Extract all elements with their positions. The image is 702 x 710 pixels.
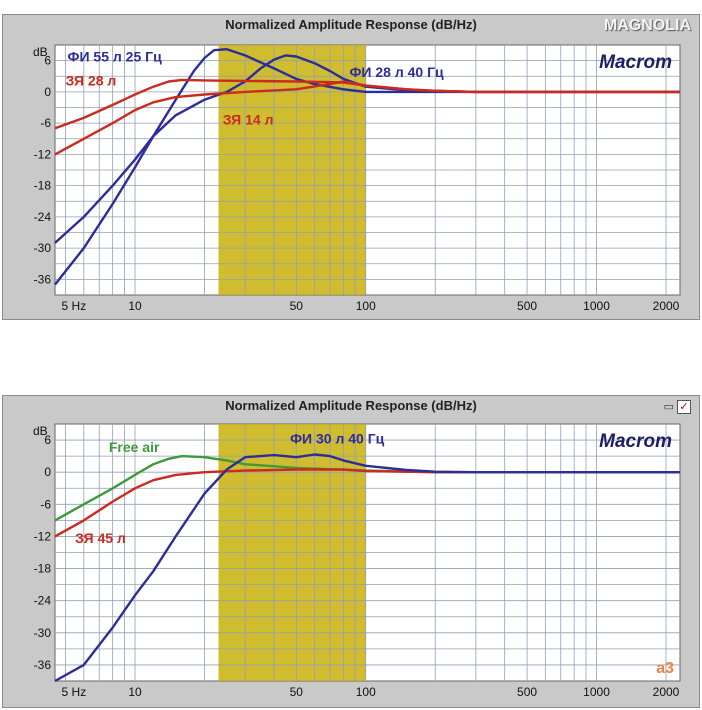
x-tick-label: 2000 — [653, 685, 680, 699]
y-tick-label: -6 — [40, 497, 51, 511]
y-tick-label: -36 — [34, 658, 52, 672]
x-tick-label: 50 — [290, 299, 304, 313]
corner-mark: a3 — [656, 660, 674, 677]
series-line — [54, 453, 680, 683]
chart-panel-bottom: Normalized Amplitude Response (dB/Hz) ▭ … — [2, 395, 700, 708]
y-tick-label: -18 — [34, 562, 52, 576]
magnolia-logo: MAGNOLIA — [603, 17, 691, 34]
x-tick-label: 1000 — [583, 299, 610, 313]
y-tick-label: 6 — [44, 54, 51, 68]
x-tick-label: 1000 — [583, 685, 610, 699]
y-tick-label: -30 — [34, 241, 52, 255]
chart-plot-bottom: dB6 0 -6 -12 -18 -24 -30 -36 5 Hz 10 50 100 500 1000 2… — [33, 423, 681, 699]
series-label: ФИ 30 л 40 Гц — [290, 430, 385, 446]
y-tick-label: -36 — [34, 272, 52, 286]
x-tick-label: 100 — [356, 685, 376, 699]
x-tick-label: 2000 — [653, 299, 680, 313]
chart-panel-top: Normalized Amplitude Response (dB/Hz) MA… — [2, 14, 700, 320]
y-tick-label: -6 — [40, 116, 51, 130]
series-label: ФИ 55 л 25 Гц — [68, 49, 163, 65]
x-tick-label: 10 — [128, 685, 142, 699]
window-control-icons[interactable]: ▭ ✓ — [664, 400, 691, 414]
brand-label: Macrom — [599, 52, 672, 73]
y-tick-label: 0 — [44, 465, 51, 479]
y-tick-label: -18 — [34, 179, 52, 193]
x-tick-label: 5 Hz — [62, 685, 87, 699]
x-tick-label: 50 — [290, 685, 304, 699]
brand-label: Macrom — [599, 431, 672, 452]
y-tick-label: 6 — [44, 433, 51, 447]
y-axis-label: dB — [33, 45, 48, 59]
series-line — [54, 80, 680, 156]
chart-title: Normalized Amplitude Response (dB/Hz) — [225, 17, 477, 32]
x-tick-label: 500 — [517, 685, 537, 699]
series-label: ЗЯ 14 л — [223, 112, 274, 128]
x-tick-label: 10 — [128, 299, 142, 313]
x-tick-label: 5 Hz — [62, 299, 87, 313]
y-axis-label: dB — [33, 424, 48, 438]
series-label: ЗЯ 28 л — [66, 73, 117, 89]
chart-plot-top: dB6 0 -6 -12 -18 -24 -30 -36 5 Hz 10 50 100 500 1000 2… — [33, 44, 681, 313]
y-tick-label: -12 — [34, 147, 52, 161]
series-label: Free air — [109, 439, 160, 455]
y-tick-label: -24 — [34, 210, 52, 224]
series-label: ЗЯ 45 л — [75, 530, 126, 546]
y-tick-label: -12 — [34, 529, 52, 543]
chart-title: Normalized Amplitude Response (dB/Hz) — [225, 398, 477, 413]
x-tick-label: 500 — [517, 299, 537, 313]
series-label: ФИ 28 л 40 Гц — [349, 64, 444, 80]
y-tick-label: -24 — [34, 594, 52, 608]
x-tick-label: 100 — [356, 299, 376, 313]
series-line — [54, 468, 680, 538]
y-tick-label: -30 — [34, 626, 52, 640]
close-icon[interactable]: ✓ — [677, 400, 691, 414]
y-tick-label: 0 — [44, 85, 51, 99]
